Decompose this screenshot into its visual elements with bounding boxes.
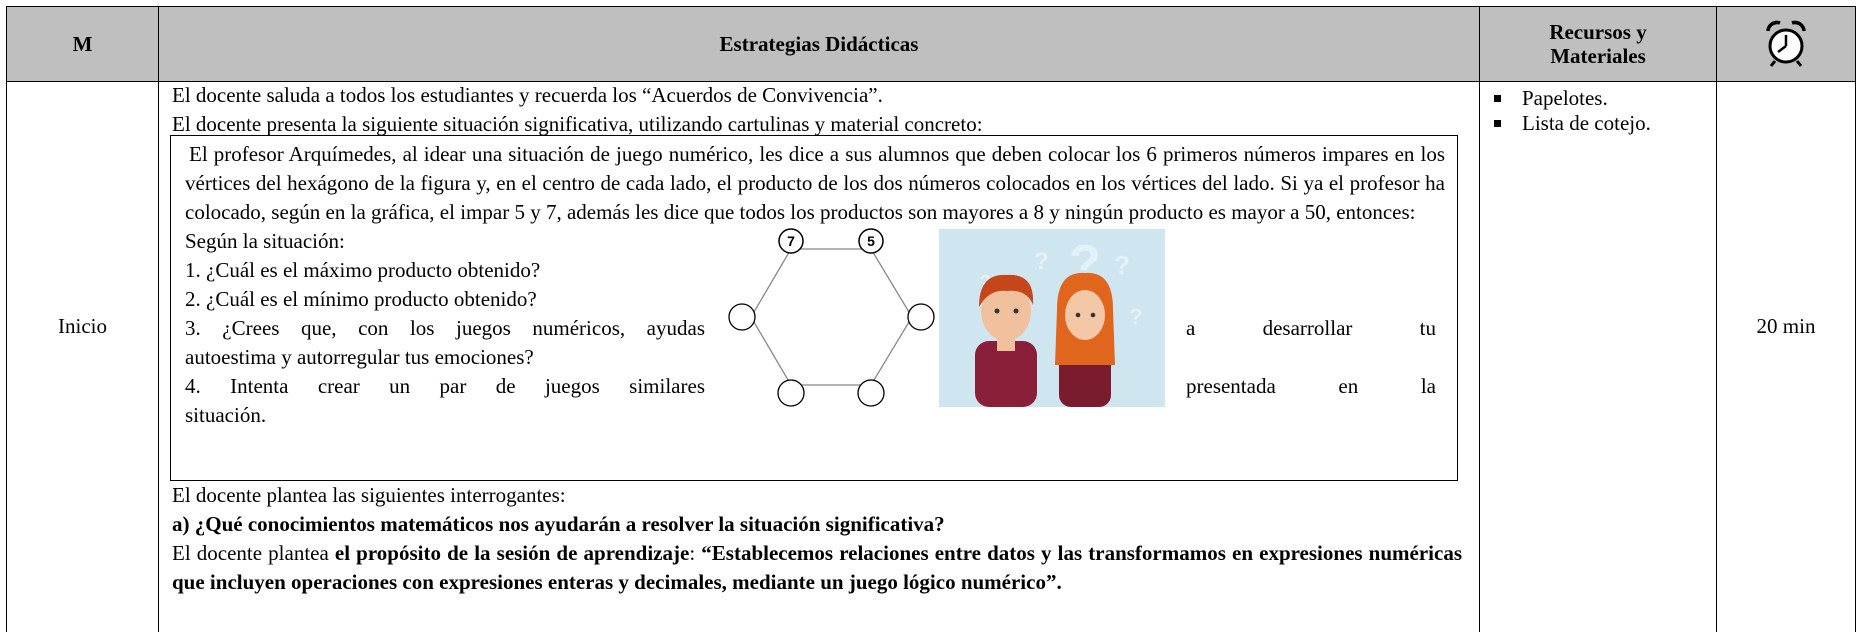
resources-cell: Papelotes. Lista de cotejo. [1479, 81, 1717, 632]
purpose: El docente plantea el propósito de la se… [172, 539, 1462, 597]
header-resources: Recursos y Materiales [1479, 6, 1717, 82]
clock-feet [1769, 60, 1803, 67]
question: 4. Intenta crear un par de juegos simila… [185, 374, 705, 398]
question: 2. ¿Cuál es el mínimo producto obtenido? [185, 287, 537, 311]
purpose-lead: El docente plantea [172, 541, 335, 565]
boy-body [975, 341, 1037, 407]
phase-cell: Inicio [6, 81, 159, 632]
boy-face [981, 281, 1031, 341]
header-phase: M [6, 6, 159, 82]
situation-text: El profesor Arquímedes, al idear una sit… [185, 142, 1445, 224]
vertex [857, 379, 885, 407]
questions-intro: El docente plantea las siguientes interr… [172, 483, 566, 507]
question-a: a) ¿Qué conocimientos matemáticos nos ay… [172, 512, 945, 536]
time: 20 min [1756, 313, 1816, 338]
clock-bell [1791, 20, 1806, 32]
intro-line: El docente presenta la siguiente situaci… [172, 112, 983, 136]
girl-face [1065, 290, 1105, 340]
boy-hair [979, 274, 1034, 307]
time-cell: 20 min [1716, 81, 1856, 632]
header-time [1716, 6, 1856, 82]
purpose-colon: : [689, 541, 702, 565]
resource-item: Lista de cotejo. [1486, 111, 1710, 136]
vertex [728, 303, 756, 331]
resource-item: Papelotes. [1486, 86, 1710, 111]
clock-bell [1766, 20, 1781, 32]
clock-icon [1766, 20, 1806, 67]
intro-line: El docente saluda a todos los estudiante… [172, 83, 883, 107]
intro: El docente saluda a todos los estudiante… [172, 81, 1462, 139]
situation-box: El profesor Arquímedes, al idear una sit… [170, 135, 1458, 481]
svg-text:?: ? [1034, 248, 1049, 275]
prompt: Según la situación: [185, 229, 345, 253]
vertex [777, 379, 805, 407]
vertex [858, 228, 884, 254]
hexagon [750, 248, 913, 386]
svg-text:?: ? [1114, 250, 1130, 280]
resources-list: Papelotes. Lista de cotejo. [1486, 86, 1710, 136]
purpose-quote: “Establecemos relaciones entre datos y l… [172, 541, 1462, 594]
question: 1. ¿Cuál es el máximo producto obtenido? [185, 258, 541, 282]
phase: Inicio [58, 313, 107, 338]
hexagon-figure: 7 5 [728, 228, 935, 407]
question: autoestima y autorregular tus emociones? [185, 345, 534, 369]
thinking-kids-picture: ????? [939, 229, 1165, 407]
closing: El docente plantea las siguientes interr… [172, 481, 1462, 597]
purpose-bold: el propósito de la sesión de aprendizaje [334, 541, 690, 565]
clock-hands [1777, 35, 1788, 53]
header-strategies: Estrategias Didácticas [158, 6, 1480, 82]
vertex-label: 5 [867, 233, 875, 249]
svg-text:?: ? [1129, 304, 1142, 329]
vertex [907, 303, 935, 331]
vertex-label: 7 [787, 233, 795, 249]
question: situación. [185, 403, 267, 427]
question: a desarrollar tu [1186, 316, 1436, 340]
question: presentada en la [1186, 374, 1436, 398]
vertex [778, 228, 804, 254]
situation-questions: Según la situación: 1. ¿Cuál es el máxim… [185, 227, 1445, 427]
question: 3. ¿Crees que, con los juegos numéricos,… [185, 316, 705, 340]
